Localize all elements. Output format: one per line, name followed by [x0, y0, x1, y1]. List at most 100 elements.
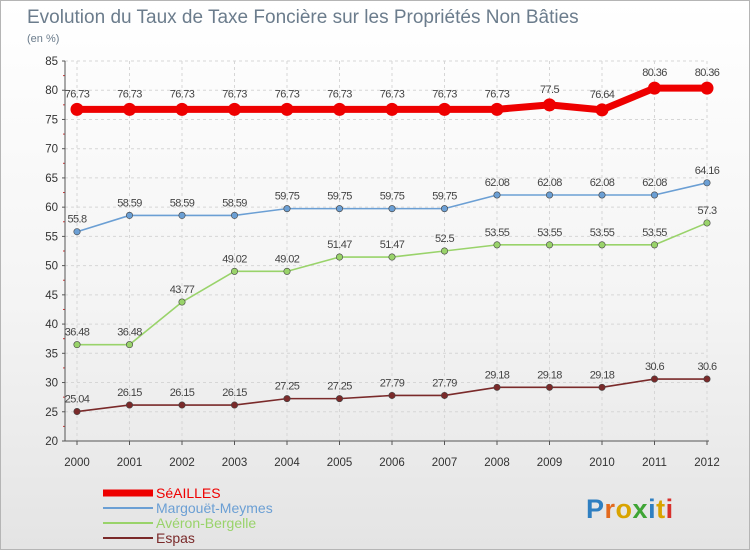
data-label-margou-t-meymes: 59.75: [432, 191, 457, 203]
data-label-s-ailles: 76.73: [432, 88, 457, 100]
x-tick-label: 2012: [694, 457, 720, 469]
data-point-av-ron-bergelle: [440, 247, 448, 255]
y-tick-label: 80: [45, 85, 58, 97]
data-label-av-ron-bergelle: 49.02: [222, 253, 247, 265]
data-point-s-ailles: [438, 102, 451, 116]
data-label-margou-t-meymes: 59.75: [380, 191, 405, 203]
svg-text:Proxiti: Proxiti: [586, 494, 674, 524]
data-point-margou-t-meymes: [283, 205, 291, 213]
data-point-espas: [598, 383, 606, 391]
data-point-s-ailles: [385, 102, 399, 116]
data-label-s-ailles: 76.73: [327, 88, 352, 100]
data-point-av-ron-bergelle: [231, 267, 239, 275]
data-point-s-ailles: [648, 81, 661, 95]
data-point-espas: [178, 401, 186, 409]
data-point-margou-t-meymes: [335, 205, 343, 213]
data-point-espas: [231, 401, 239, 409]
x-tick-label: 2008: [484, 457, 510, 469]
data-point-margou-t-meymes: [388, 205, 396, 213]
data-label-s-ailles: 76.64: [590, 89, 615, 101]
data-point-margou-t-meymes: [703, 179, 711, 187]
data-label-margou-t-meymes: 55.8: [67, 214, 86, 226]
x-tick-label: 2010: [589, 457, 615, 469]
data-label-espas: 30.6: [697, 361, 716, 373]
y-tick-label: 25: [45, 407, 58, 419]
data-label-espas: 27.25: [327, 381, 352, 393]
data-label-av-ron-bergelle: 57.3: [697, 205, 716, 217]
y-tick-label: 45: [45, 290, 58, 302]
data-point-s-ailles: [123, 102, 136, 116]
data-point-espas: [73, 408, 81, 416]
y-tick-label: 40: [45, 319, 58, 331]
data-label-margou-t-meymes: 58.59: [170, 197, 195, 209]
data-point-espas: [283, 395, 291, 403]
data-label-av-ron-bergelle: 53.55: [537, 227, 562, 239]
data-point-av-ron-bergelle: [493, 241, 501, 249]
data-point-s-ailles: [280, 102, 294, 116]
data-label-av-ron-bergelle: 43.77: [170, 284, 195, 296]
x-tick-label: 2007: [432, 457, 458, 469]
data-point-av-ron-bergelle: [178, 298, 186, 306]
x-tick-label: 2003: [222, 457, 248, 469]
data-label-s-ailles: 76.73: [222, 88, 247, 100]
data-label-espas: 25.04: [65, 394, 90, 406]
y-tick-label: 30: [45, 378, 58, 390]
data-label-av-ron-bergelle: 51.47: [380, 239, 405, 251]
data-label-margou-t-meymes: 62.08: [590, 177, 615, 189]
proxiti-logo: Proxiti: [586, 494, 674, 524]
data-point-espas: [703, 375, 711, 383]
data-point-espas: [650, 375, 658, 383]
data-label-margou-t-meymes: 62.08: [485, 177, 510, 189]
data-label-espas: 27.79: [432, 377, 457, 389]
data-label-av-ron-bergelle: 53.55: [485, 227, 510, 239]
data-point-s-ailles: [228, 102, 241, 116]
data-label-av-ron-bergelle: 53.55: [590, 227, 615, 239]
data-label-av-ron-bergelle: 51.47: [327, 239, 352, 251]
data-point-av-ron-bergelle: [545, 241, 553, 249]
data-label-av-ron-bergelle: 36.48: [65, 327, 90, 339]
data-point-espas: [493, 383, 501, 391]
data-point-av-ron-bergelle: [335, 253, 343, 261]
data-label-espas: 26.15: [117, 387, 142, 399]
data-label-av-ron-bergelle: 53.55: [642, 227, 667, 239]
data-label-margou-t-meymes: 62.08: [642, 177, 667, 189]
data-label-s-ailles: 76.73: [65, 88, 90, 100]
data-label-av-ron-bergelle: 49.02: [275, 253, 300, 265]
data-point-espas: [126, 401, 134, 409]
data-point-s-ailles: [333, 102, 346, 116]
data-point-av-ron-bergelle: [73, 341, 81, 349]
data-point-s-ailles: [543, 98, 556, 112]
data-label-espas: 29.18: [485, 369, 510, 381]
data-point-s-ailles: [490, 102, 504, 116]
y-tick-label: 55: [45, 231, 58, 243]
y-tick-label: 65: [45, 173, 58, 185]
data-point-margou-t-meymes: [493, 191, 501, 199]
data-label-av-ron-bergelle: 52.5: [435, 233, 454, 245]
data-point-av-ron-bergelle: [126, 341, 134, 349]
data-label-s-ailles: 76.73: [117, 88, 142, 100]
data-label-margou-t-meymes: 58.59: [117, 197, 142, 209]
data-label-margou-t-meymes: 59.75: [327, 191, 352, 203]
x-tick-label: 2000: [64, 457, 90, 469]
data-point-margou-t-meymes: [598, 191, 606, 199]
data-label-espas: 27.79: [380, 377, 405, 389]
data-label-s-ailles: 76.73: [170, 88, 195, 100]
y-tick-label: 85: [45, 56, 58, 68]
x-tick-label: 2002: [169, 457, 195, 469]
y-tick-label: 20: [45, 436, 58, 448]
data-point-espas: [388, 391, 396, 399]
chart-subtitle: (en %): [27, 33, 59, 45]
x-tick-label: 2004: [274, 457, 300, 469]
legend-label: Espas: [156, 530, 195, 546]
data-point-margou-t-meymes: [178, 211, 186, 219]
legend-label: SéAILLES: [156, 485, 221, 501]
data-point-s-ailles: [595, 103, 609, 117]
data-point-s-ailles: [700, 81, 714, 95]
data-label-espas: 26.15: [170, 387, 195, 399]
data-label-espas: 29.18: [537, 369, 562, 381]
chart-title: Evolution du Taux de Taxe Foncière sur l…: [27, 7, 579, 28]
data-label-s-ailles: 80.36: [695, 67, 720, 79]
data-label-espas: 27.25: [275, 381, 300, 393]
